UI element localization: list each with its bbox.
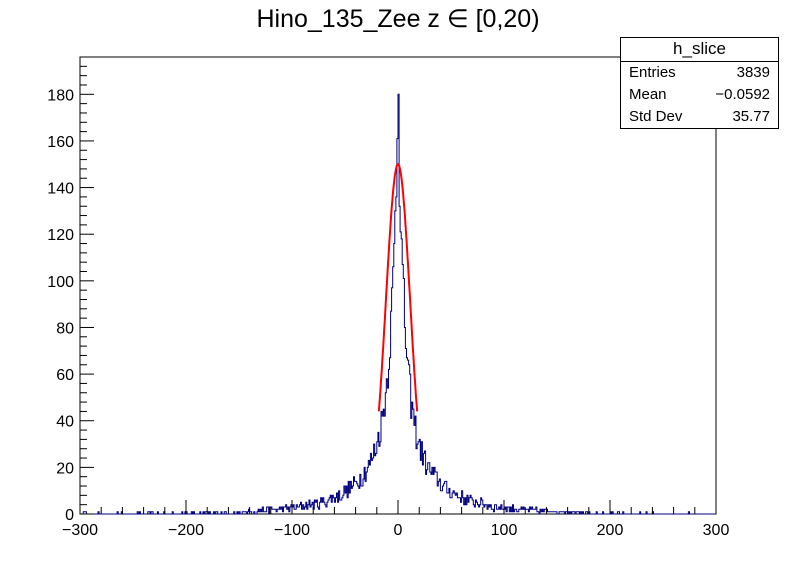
chart-title: Hino_135_Zee z ∈ [0,20): [256, 5, 540, 33]
y-tick-label: 0: [65, 507, 74, 524]
y-tick-label: 120: [47, 227, 74, 244]
y-tick-label: 40: [56, 414, 74, 431]
y-tick-label: 140: [47, 181, 74, 198]
stats-mean-row: Mean −0.0592: [621, 84, 778, 106]
y-tick-label: 60: [56, 367, 74, 384]
stats-entries-label: Entries: [629, 64, 676, 81]
stats-std-value: 35.77: [732, 108, 770, 125]
y-tick-label: 20: [56, 460, 74, 477]
histogram-series: [80, 93, 716, 515]
x-tick-label: −100: [274, 522, 310, 539]
y-tick-label: 80: [56, 320, 74, 337]
y-tick-label: 160: [47, 134, 74, 151]
stats-title: h_slice: [621, 38, 778, 62]
stats-std-row: Std Dev 35.77: [621, 106, 778, 128]
y-tick-label: 180: [47, 87, 74, 104]
x-tick-label: −200: [168, 522, 204, 539]
stats-mean-label: Mean: [629, 86, 667, 103]
x-tick-label: 0: [394, 522, 403, 539]
fit-curve: [377, 163, 419, 412]
stats-entries-value: 3839: [736, 64, 770, 81]
stats-box: h_slice Entries 3839 Mean −0.0592 Std De…: [620, 37, 779, 129]
x-tick-label: 300: [703, 522, 730, 539]
y-tick-label: 100: [47, 274, 74, 291]
x-tick-label: −300: [62, 522, 98, 539]
stats-mean-value: −0.0592: [715, 86, 770, 103]
stats-entries-row: Entries 3839: [621, 62, 778, 84]
x-tick-label: 100: [491, 522, 518, 539]
x-tick-label: 200: [597, 522, 624, 539]
stats-std-label: Std Dev: [629, 108, 683, 125]
